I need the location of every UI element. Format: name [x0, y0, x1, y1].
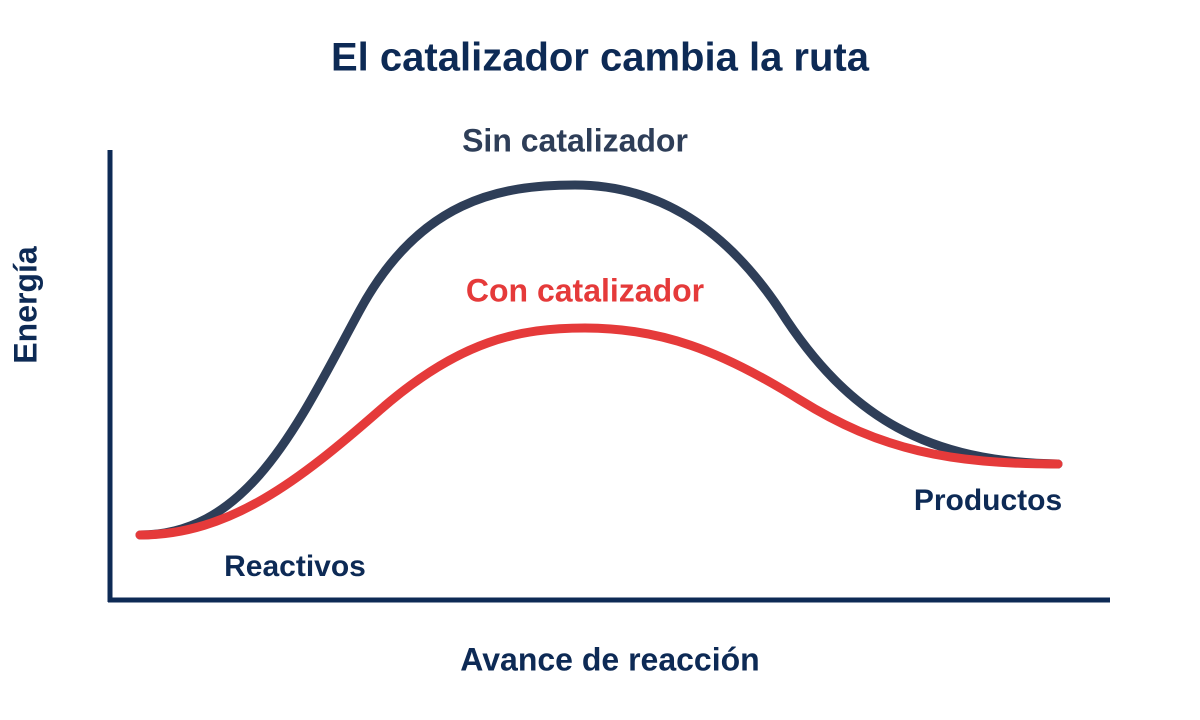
title: El catalizador cambia la ruta [331, 36, 870, 80]
curve-uncatalyzed [135, 180, 1063, 540]
curve-label: Sin catalizador [462, 122, 688, 158]
x-axis-label: Avance de reacción [460, 641, 759, 677]
curve-label: Con catalizador [466, 272, 704, 308]
y-axis-label: Energía [7, 246, 43, 364]
start-label: Reactivos [224, 550, 366, 583]
curve-catalyzed [135, 323, 1063, 540]
end-label: Productos [914, 484, 1062, 517]
